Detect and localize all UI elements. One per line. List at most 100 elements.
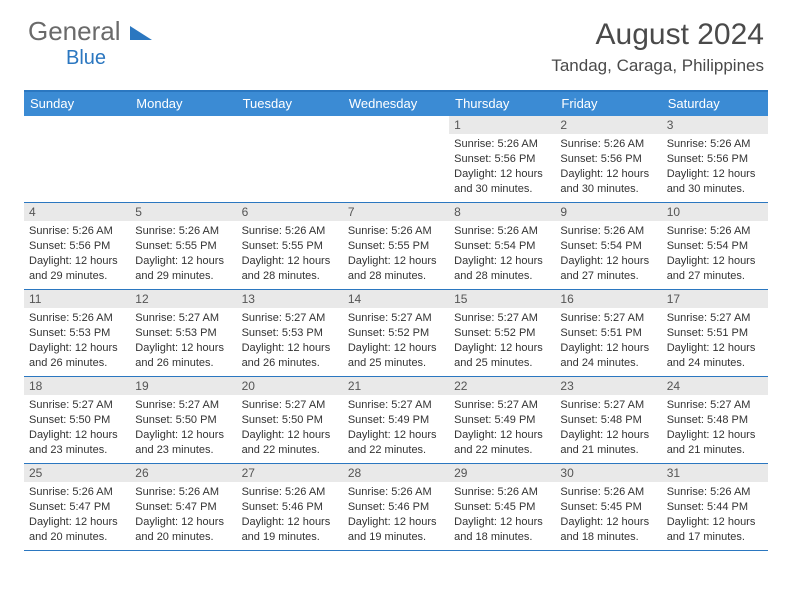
day-cell: 26Sunrise: 5:26 AMSunset: 5:47 PMDayligh… [130, 464, 236, 550]
sunset-text: Sunset: 5:52 PM [454, 326, 550, 341]
day-cell: 27Sunrise: 5:26 AMSunset: 5:46 PMDayligh… [237, 464, 343, 550]
sunrise-text: Sunrise: 5:27 AM [242, 311, 338, 326]
daylight-text: Daylight: 12 hours and 27 minutes. [560, 254, 656, 284]
day-cell: 13Sunrise: 5:27 AMSunset: 5:53 PMDayligh… [237, 290, 343, 376]
day-body: Sunrise: 5:26 AMSunset: 5:53 PMDaylight:… [24, 308, 130, 374]
sunset-text: Sunset: 5:54 PM [454, 239, 550, 254]
day-number: 16 [555, 290, 661, 308]
sunset-text: Sunset: 5:56 PM [454, 152, 550, 167]
sunrise-text: Sunrise: 5:26 AM [348, 224, 444, 239]
daylight-text: Daylight: 12 hours and 28 minutes. [348, 254, 444, 284]
sunset-text: Sunset: 5:48 PM [667, 413, 763, 428]
daylight-text: Daylight: 12 hours and 19 minutes. [348, 515, 444, 545]
sunset-text: Sunset: 5:55 PM [135, 239, 231, 254]
day-body: Sunrise: 5:26 AMSunset: 5:54 PMDaylight:… [449, 221, 555, 287]
sunset-text: Sunset: 5:50 PM [135, 413, 231, 428]
sunrise-text: Sunrise: 5:26 AM [29, 485, 125, 500]
day-body: Sunrise: 5:26 AMSunset: 5:56 PMDaylight:… [24, 221, 130, 287]
sunrise-text: Sunrise: 5:27 AM [135, 398, 231, 413]
day-body: Sunrise: 5:27 AMSunset: 5:52 PMDaylight:… [449, 308, 555, 374]
day-body: Sunrise: 5:26 AMSunset: 5:44 PMDaylight:… [662, 482, 768, 548]
daylight-text: Daylight: 12 hours and 19 minutes. [242, 515, 338, 545]
day-number: 26 [130, 464, 236, 482]
day-cell: 2Sunrise: 5:26 AMSunset: 5:56 PMDaylight… [555, 116, 661, 202]
day-body: Sunrise: 5:26 AMSunset: 5:54 PMDaylight:… [555, 221, 661, 287]
day-number: 5 [130, 203, 236, 221]
day-cell: 14Sunrise: 5:27 AMSunset: 5:52 PMDayligh… [343, 290, 449, 376]
sunset-text: Sunset: 5:47 PM [135, 500, 231, 515]
day-cell: 7Sunrise: 5:26 AMSunset: 5:55 PMDaylight… [343, 203, 449, 289]
sunrise-text: Sunrise: 5:26 AM [242, 224, 338, 239]
daylight-text: Daylight: 12 hours and 30 minutes. [667, 167, 763, 197]
day-cell: 18Sunrise: 5:27 AMSunset: 5:50 PMDayligh… [24, 377, 130, 463]
day-cell: 12Sunrise: 5:27 AMSunset: 5:53 PMDayligh… [130, 290, 236, 376]
day-header-monday: Monday [130, 92, 236, 116]
day-cell: 21Sunrise: 5:27 AMSunset: 5:49 PMDayligh… [343, 377, 449, 463]
sunset-text: Sunset: 5:53 PM [242, 326, 338, 341]
day-number: 30 [555, 464, 661, 482]
sunset-text: Sunset: 5:50 PM [29, 413, 125, 428]
sunrise-text: Sunrise: 5:27 AM [242, 398, 338, 413]
day-cell: 1Sunrise: 5:26 AMSunset: 5:56 PMDaylight… [449, 116, 555, 202]
day-cell [24, 116, 130, 202]
day-body: Sunrise: 5:26 AMSunset: 5:55 PMDaylight:… [343, 221, 449, 287]
daylight-text: Daylight: 12 hours and 20 minutes. [135, 515, 231, 545]
sunrise-text: Sunrise: 5:26 AM [454, 485, 550, 500]
sunrise-text: Sunrise: 5:26 AM [135, 224, 231, 239]
sunset-text: Sunset: 5:51 PM [560, 326, 656, 341]
day-cell: 11Sunrise: 5:26 AMSunset: 5:53 PMDayligh… [24, 290, 130, 376]
sunset-text: Sunset: 5:52 PM [348, 326, 444, 341]
day-number: 8 [449, 203, 555, 221]
day-header-saturday: Saturday [662, 92, 768, 116]
day-body: Sunrise: 5:27 AMSunset: 5:51 PMDaylight:… [662, 308, 768, 374]
day-body: Sunrise: 5:27 AMSunset: 5:48 PMDaylight:… [662, 395, 768, 461]
daylight-text: Daylight: 12 hours and 25 minutes. [454, 341, 550, 371]
sunset-text: Sunset: 5:53 PM [29, 326, 125, 341]
day-cell: 17Sunrise: 5:27 AMSunset: 5:51 PMDayligh… [662, 290, 768, 376]
daylight-text: Daylight: 12 hours and 28 minutes. [454, 254, 550, 284]
day-cell: 6Sunrise: 5:26 AMSunset: 5:55 PMDaylight… [237, 203, 343, 289]
daylight-text: Daylight: 12 hours and 17 minutes. [667, 515, 763, 545]
daylight-text: Daylight: 12 hours and 22 minutes. [454, 428, 550, 458]
day-body: Sunrise: 5:27 AMSunset: 5:51 PMDaylight:… [555, 308, 661, 374]
day-number: 25 [24, 464, 130, 482]
day-body: Sunrise: 5:26 AMSunset: 5:47 PMDaylight:… [130, 482, 236, 548]
day-cell: 23Sunrise: 5:27 AMSunset: 5:48 PMDayligh… [555, 377, 661, 463]
day-number: 31 [662, 464, 768, 482]
sunrise-text: Sunrise: 5:27 AM [560, 311, 656, 326]
day-cell: 30Sunrise: 5:26 AMSunset: 5:45 PMDayligh… [555, 464, 661, 550]
day-number: 12 [130, 290, 236, 308]
day-cell: 28Sunrise: 5:26 AMSunset: 5:46 PMDayligh… [343, 464, 449, 550]
daylight-text: Daylight: 12 hours and 23 minutes. [135, 428, 231, 458]
sunset-text: Sunset: 5:49 PM [454, 413, 550, 428]
day-number: 19 [130, 377, 236, 395]
day-number: 1 [449, 116, 555, 134]
day-cell: 31Sunrise: 5:26 AMSunset: 5:44 PMDayligh… [662, 464, 768, 550]
sunset-text: Sunset: 5:50 PM [242, 413, 338, 428]
sunrise-text: Sunrise: 5:26 AM [560, 224, 656, 239]
sunset-text: Sunset: 5:45 PM [560, 500, 656, 515]
day-number: 13 [237, 290, 343, 308]
day-body: Sunrise: 5:26 AMSunset: 5:45 PMDaylight:… [449, 482, 555, 548]
day-cell: 29Sunrise: 5:26 AMSunset: 5:45 PMDayligh… [449, 464, 555, 550]
day-number: 22 [449, 377, 555, 395]
day-number: 10 [662, 203, 768, 221]
day-header-tuesday: Tuesday [237, 92, 343, 116]
day-body: Sunrise: 5:26 AMSunset: 5:55 PMDaylight:… [237, 221, 343, 287]
logo-text-general: General [28, 16, 121, 46]
day-number: 3 [662, 116, 768, 134]
day-body: Sunrise: 5:26 AMSunset: 5:55 PMDaylight:… [130, 221, 236, 287]
day-cell [130, 116, 236, 202]
day-number: 4 [24, 203, 130, 221]
day-number: 9 [555, 203, 661, 221]
daylight-text: Daylight: 12 hours and 22 minutes. [242, 428, 338, 458]
sunset-text: Sunset: 5:51 PM [667, 326, 763, 341]
day-number: 7 [343, 203, 449, 221]
daylight-text: Daylight: 12 hours and 30 minutes. [454, 167, 550, 197]
day-body: Sunrise: 5:26 AMSunset: 5:47 PMDaylight:… [24, 482, 130, 548]
sunrise-text: Sunrise: 5:26 AM [667, 485, 763, 500]
sunrise-text: Sunrise: 5:27 AM [667, 398, 763, 413]
location-text: Tandag, Caraga, Philippines [551, 56, 764, 76]
daylight-text: Daylight: 12 hours and 29 minutes. [29, 254, 125, 284]
sunrise-text: Sunrise: 5:26 AM [560, 485, 656, 500]
